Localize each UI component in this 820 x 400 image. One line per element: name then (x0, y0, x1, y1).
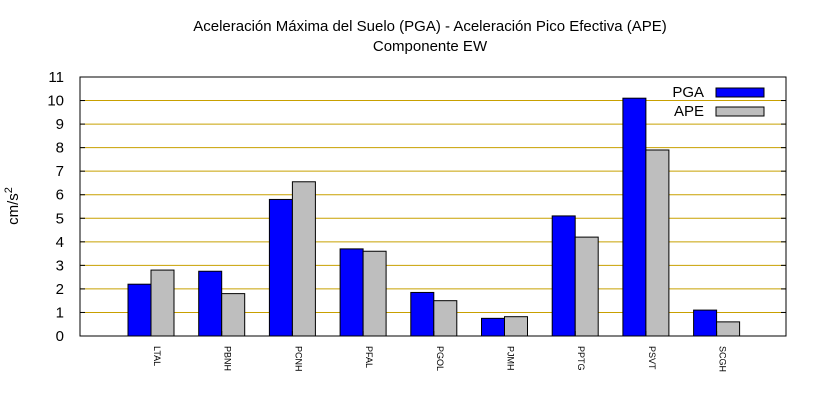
legend-label-pga: PGA (672, 84, 704, 101)
bar-ape-scgh (716, 321, 741, 337)
bars (127, 97, 741, 337)
y-tick-label: 7 (56, 163, 64, 180)
x-category-label: PJMH (506, 346, 516, 371)
legend-label-ape: APE (674, 103, 704, 120)
bar-ape-ltal (150, 269, 175, 337)
bar-pga-ltal (127, 283, 152, 337)
y-tick-label: 4 (56, 234, 64, 251)
bar-ape-pcnh (291, 181, 316, 337)
bar-pga-pcnh (268, 198, 293, 337)
y-tick-label: 8 (56, 140, 64, 157)
y-tick-label: 9 (56, 116, 64, 133)
y-tick-label: 3 (56, 257, 64, 274)
bar-ape-pptg (574, 236, 599, 337)
bar-ape-pjmh (504, 316, 528, 337)
x-category-label: PFAL (364, 346, 374, 368)
legend-swatch-pga (715, 87, 765, 98)
x-category-label: PPTG (576, 346, 586, 371)
y-axis-label: cm/s2 (3, 187, 22, 225)
plot-frame (79, 76, 787, 337)
chart-subtitle: Componente EW (373, 38, 488, 55)
y-tick-label: 2 (56, 281, 64, 298)
y-tick-label: 11 (48, 69, 64, 86)
bar-ape-pbnh (221, 293, 246, 337)
y-tick-label: 1 (56, 304, 64, 321)
y-axis-ticks: 0 1 2 3 4 5 6 7 8 9 10 11 (47, 69, 786, 345)
bar-pga-pbnh (198, 270, 223, 337)
chart-title: Aceleración Máxima del Suelo (PGA) - Ace… (193, 18, 667, 35)
legend-swatch-ape (715, 106, 765, 117)
y-tick-label: 6 (56, 187, 64, 204)
x-category-label: PCNH (293, 346, 303, 372)
bar-pga-pjmh (481, 317, 505, 337)
bar-ape-psvt (645, 149, 670, 337)
legend: PGA APE (672, 84, 765, 120)
bar-pga-pgol (410, 291, 435, 337)
x-category-label: SCGH (718, 346, 728, 372)
y-tick-label: 10 (47, 93, 64, 110)
bar-pga-pptg (551, 215, 576, 337)
x-axis-categories: LTAL PBNH PCNH PFAL PGOL PJMH PPTG PSVT SCGH (150, 331, 728, 372)
bar-ape-pgol (433, 300, 458, 337)
x-category-label: PBNH (223, 346, 233, 371)
x-category-label: LTAL (152, 346, 162, 366)
x-category-label: PSVT (647, 346, 657, 370)
bar-pga-scgh (693, 309, 718, 337)
bar-pga-psvt (622, 97, 647, 337)
x-category-label: PGOL (435, 346, 445, 371)
bar-ape-pfal (362, 250, 387, 337)
y-tick-label: 5 (56, 210, 64, 227)
y-tick-label: 0 (56, 328, 64, 345)
gridlines (80, 100, 786, 313)
bar-pga-pfal (339, 248, 364, 337)
y-axis-label-base: cm/s (5, 193, 22, 225)
y-axis-label-exponent: 2 (3, 187, 15, 193)
